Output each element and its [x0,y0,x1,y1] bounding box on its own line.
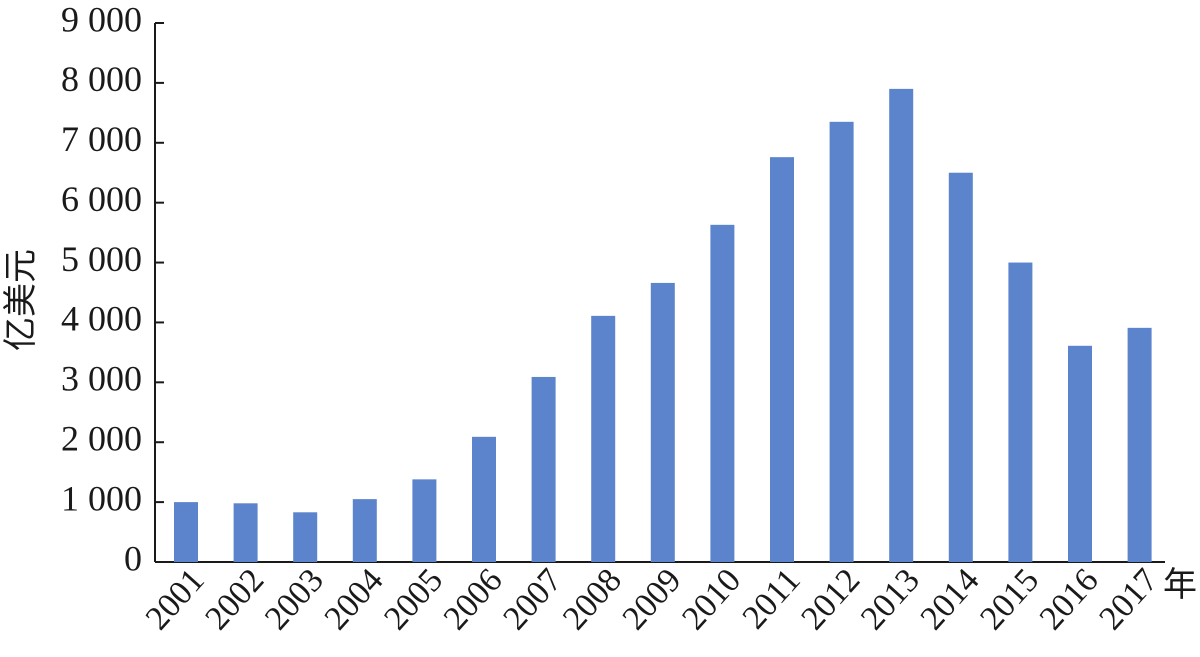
x-tick-label: 2016 [1033,562,1106,637]
x-tick-label: 2008 [556,562,629,637]
x-tick-label: 2010 [675,562,748,637]
x-tick-label: 2017 [1092,562,1165,637]
bar [829,121,854,563]
x-tick-label: 2003 [258,562,331,637]
bar [1127,327,1152,562]
x-tick-label: 2012 [794,562,867,637]
x-tick-label: 2004 [318,562,391,637]
bar [1008,262,1033,562]
x-tick-label: 2011 [736,562,808,636]
bar [531,376,556,562]
y-tick-label: 5 000 [61,239,142,279]
bar [293,512,318,562]
x-tick-label: 2015 [973,562,1046,637]
bar [591,315,616,562]
bar [710,224,735,562]
bar [948,172,973,562]
bar [889,88,914,562]
x-tick-label: 2002 [198,562,271,637]
y-tick-label: 1 000 [61,478,142,518]
x-tick-label: 2001 [139,562,212,637]
x-tick-label: 2013 [854,562,927,637]
y-tick-label: 6 000 [61,179,142,219]
y-tick-label: 2 000 [61,418,142,458]
y-axis-title: 亿美元 [2,249,40,351]
y-tick-label: 9 000 [61,0,142,39]
x-tick-label: 2014 [914,562,987,637]
x-tick-label: 2007 [496,562,569,637]
bar [352,499,377,562]
bar [770,157,794,562]
y-tick-label: 8 000 [61,59,142,99]
bar [233,503,258,562]
bar [650,282,675,562]
y-tick-label: 0 [124,538,142,578]
y-tick-label: 4 000 [61,299,142,339]
bar [472,436,496,562]
bar [1068,345,1092,562]
y-tick-label: 3 000 [61,359,142,399]
bar [412,479,437,562]
x-tick-label: 2009 [616,562,689,637]
x-tick-label: 2006 [437,562,510,637]
x-tick-label: 2005 [377,562,450,637]
bar [174,502,198,562]
y-tick-label: 7 000 [61,119,142,159]
x-axis-title: 年 [1163,566,1197,604]
